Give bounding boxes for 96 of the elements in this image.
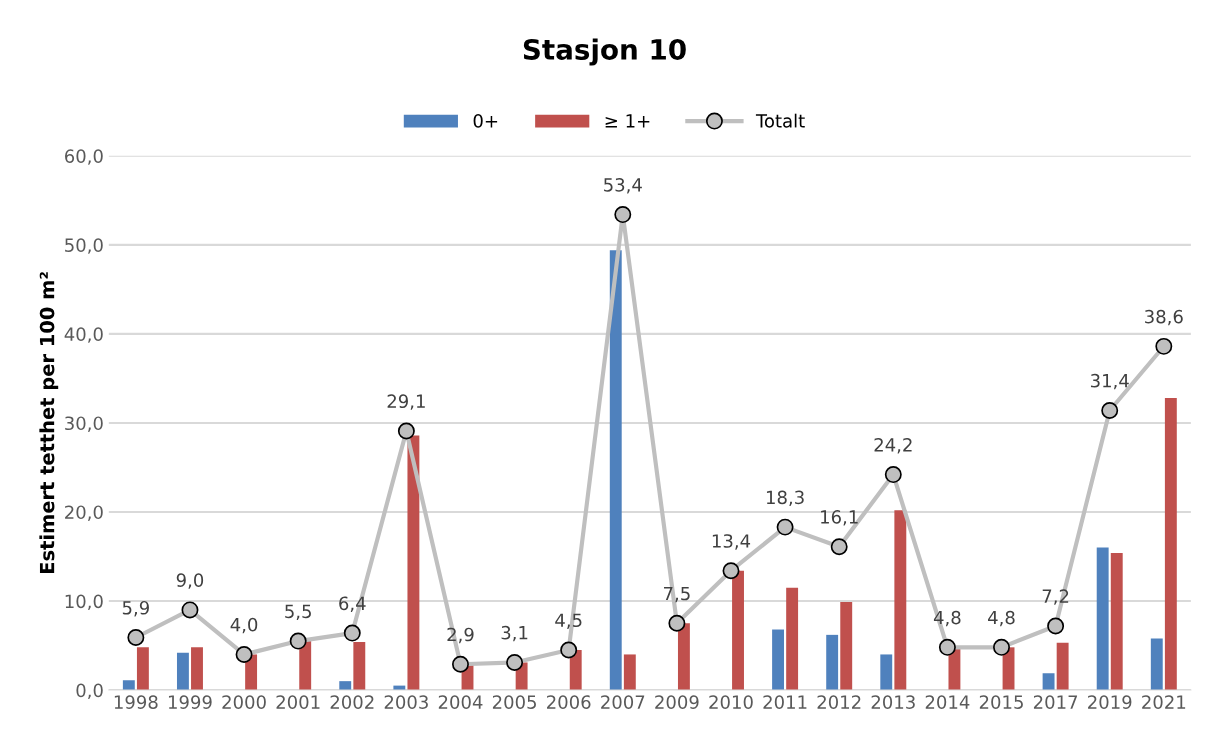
- point: [614, 206, 632, 224]
- bar: [339, 681, 352, 691]
- point: [884, 466, 902, 484]
- y-tick-label: 10,0: [65, 594, 103, 610]
- point: [668, 614, 686, 632]
- point: [506, 653, 524, 671]
- bar: [122, 680, 135, 691]
- data-label: 6,4: [339, 596, 366, 612]
- data-label: 4,5: [555, 613, 582, 629]
- point: [397, 422, 415, 440]
- point: [993, 638, 1010, 656]
- x-tick-label: 2013: [871, 695, 915, 709]
- x-tick-label: 2007: [601, 695, 645, 709]
- x-tick-label: 2003: [384, 695, 428, 709]
- data-label: 2,9: [447, 627, 474, 644]
- point: [343, 624, 361, 642]
- y-tick-label: 30,0: [65, 416, 103, 432]
- data-label: 29,1: [387, 394, 425, 410]
- x-tick-label: 2015: [979, 695, 1023, 709]
- x-tick-label: 2006: [547, 695, 591, 709]
- y-tick-label: 60,0: [65, 149, 103, 165]
- data-label: 13,4: [712, 534, 751, 550]
- bar: [1150, 638, 1163, 691]
- bar: [1096, 547, 1109, 691]
- y-tick-label: 0,0: [76, 683, 103, 700]
- data-label: 3,1: [501, 625, 528, 642]
- bar: [880, 654, 893, 691]
- point: [938, 638, 956, 656]
- point: [722, 562, 740, 580]
- bar: [299, 641, 312, 691]
- x-tick-label: 2019: [1088, 695, 1132, 709]
- data-label: 7,5: [664, 586, 690, 603]
- point: [127, 629, 145, 647]
- bar: [732, 570, 744, 691]
- point: [452, 655, 469, 673]
- legend-label: ≥ 1+: [605, 114, 650, 128]
- data-label: 4,0: [230, 617, 258, 634]
- x-tick-label: 2010: [709, 695, 753, 709]
- bar: [1110, 552, 1123, 691]
- y-tick-label: 40,0: [64, 327, 103, 343]
- x-tick-label: 2012: [817, 695, 861, 709]
- data-label: 9,0: [176, 573, 204, 589]
- point: [560, 641, 578, 659]
- x-tick-label: 2005: [492, 695, 536, 709]
- data-label: 16,1: [821, 510, 858, 526]
- x-tick-label: 2021: [1142, 695, 1186, 709]
- point: [1101, 402, 1119, 419]
- y-tick-label: 20,0: [65, 505, 103, 521]
- point: [830, 538, 848, 556]
- bar: [1056, 642, 1069, 691]
- data-label: 7,2: [1042, 589, 1069, 605]
- x-tick-label: 2001: [276, 695, 320, 709]
- data-label: 38,6: [1145, 309, 1183, 326]
- point: [289, 632, 307, 650]
- data-label: 4,8: [988, 610, 1015, 627]
- point: [1155, 337, 1173, 355]
- bar: [786, 587, 799, 691]
- data-label: 5,5: [285, 604, 311, 620]
- x-tick-label: 2017: [1033, 695, 1078, 709]
- bar: [136, 647, 149, 691]
- y-axis-title: Estimert tetthet per 100 m²: [39, 272, 59, 573]
- data-label: 24,2: [874, 437, 912, 454]
- data-label: 53,4: [604, 177, 642, 194]
- bar: [677, 623, 690, 691]
- x-tick-label: 1998: [114, 695, 158, 709]
- x-tick-label: 2000: [222, 695, 266, 709]
- bar: [623, 654, 636, 691]
- bar: [826, 634, 839, 691]
- x-tick-label: 2002: [330, 695, 374, 709]
- point: [776, 518, 794, 536]
- bar: [1042, 673, 1055, 691]
- bar: [191, 647, 203, 691]
- bar: [894, 510, 907, 691]
- point: [235, 645, 253, 663]
- bar: [176, 652, 189, 691]
- data-label: 5,9: [122, 600, 149, 617]
- bar: [840, 601, 853, 691]
- bar: [407, 435, 420, 691]
- y-tick-label: 50,0: [65, 238, 103, 254]
- data-label: 31,4: [1090, 373, 1129, 390]
- data-label: 18,3: [766, 490, 804, 507]
- bar: [609, 250, 622, 691]
- x-tick-label: 2009: [655, 695, 699, 709]
- point: [1047, 617, 1065, 635]
- data-label: 4,8: [933, 610, 961, 627]
- bar: [772, 629, 785, 691]
- bar: [1164, 398, 1177, 691]
- point: [181, 601, 199, 619]
- chart-title: Stasjon 10: [523, 38, 686, 66]
- x-tick-label: 2004: [438, 695, 483, 709]
- x-tick-label: 2011: [763, 695, 807, 709]
- legend-label: Totalt: [755, 113, 805, 128]
- bar: [353, 641, 366, 691]
- legend-label: 0+: [473, 114, 498, 128]
- x-tick-label: 2014: [925, 695, 970, 709]
- x-tick-label: 1999: [168, 695, 212, 709]
